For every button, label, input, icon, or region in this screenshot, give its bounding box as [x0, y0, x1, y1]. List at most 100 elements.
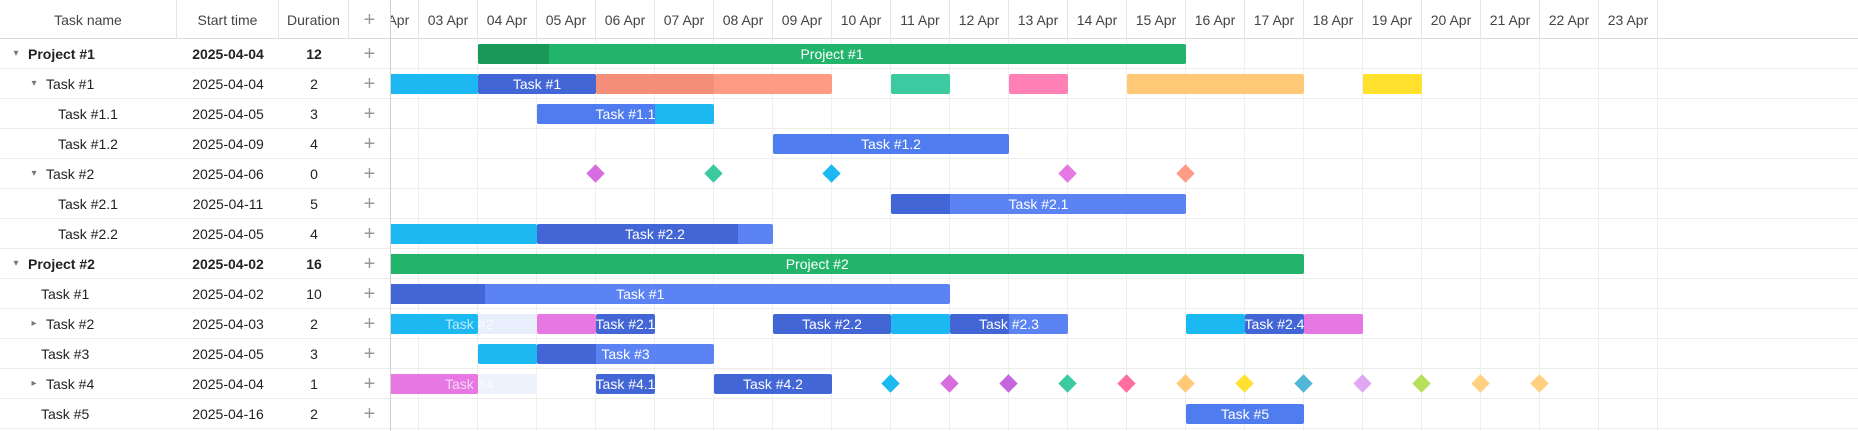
- add-subtask-button[interactable]: +: [349, 129, 390, 158]
- task-name-cell[interactable]: Task #2.2: [0, 219, 177, 248]
- milestone-diamond[interactable]: [881, 374, 900, 393]
- task-name-cell[interactable]: ▾ Project #1: [0, 39, 177, 68]
- task-bar[interactable]: [478, 374, 537, 394]
- milestone-diamond[interactable]: [1412, 374, 1431, 393]
- add-subtask-button[interactable]: +: [349, 219, 390, 248]
- chevron-right-icon[interactable]: ▸: [31, 318, 37, 329]
- task-bar[interactable]: Task #1: [478, 74, 596, 94]
- milestone-diamond[interactable]: [1471, 374, 1490, 393]
- task-bar[interactable]: Task #2.2: [773, 314, 891, 334]
- task-name-cell[interactable]: Task #2.1: [0, 189, 177, 218]
- milestone-diamond[interactable]: [1235, 374, 1254, 393]
- task-bar[interactable]: Task #1.2: [773, 134, 1009, 154]
- task-bar[interactable]: Project #2: [391, 254, 1304, 274]
- column-header-start-time[interactable]: Start time: [177, 0, 279, 39]
- milestone-diamond[interactable]: [1176, 374, 1195, 393]
- milestone-diamond[interactable]: [1058, 164, 1077, 183]
- task-bar[interactable]: [391, 374, 478, 394]
- add-subtask-button[interactable]: +: [349, 69, 390, 98]
- milestone-diamond[interactable]: [1353, 374, 1372, 393]
- start-time-cell[interactable]: 2025-04-05: [192, 105, 264, 122]
- start-time-cell[interactable]: 2025-04-04: [192, 75, 264, 92]
- grid-row[interactable]: ▾ Project #1 2025-04-04 12 +: [0, 39, 390, 69]
- task-bar[interactable]: [1009, 74, 1068, 94]
- grid-row[interactable]: ▾ Task #1 2025-04-04 2 +: [0, 69, 390, 99]
- chevron-down-icon[interactable]: ▾: [13, 258, 19, 269]
- add-subtask-button[interactable]: +: [349, 309, 390, 338]
- task-name-cell[interactable]: ▾ Task #1: [0, 69, 177, 98]
- grid-row[interactable]: ▸ Task #4 2025-04-04 1 +: [0, 369, 390, 399]
- duration-cell[interactable]: 2: [310, 75, 318, 92]
- task-bar[interactable]: Task #4.1: [596, 374, 655, 394]
- add-subtask-button[interactable]: +: [349, 339, 390, 368]
- task-bar[interactable]: Task #2.1: [891, 194, 1186, 214]
- add-subtask-button[interactable]: +: [349, 189, 390, 218]
- chevron-down-icon[interactable]: ▾: [13, 48, 19, 59]
- add-subtask-button[interactable]: +: [349, 249, 390, 278]
- task-name-cell[interactable]: ▾ Task #2: [0, 159, 177, 188]
- add-subtask-button[interactable]: +: [349, 39, 390, 68]
- task-name-cell[interactable]: Task #1.2: [0, 129, 177, 158]
- duration-cell[interactable]: 2: [310, 405, 318, 422]
- task-bar[interactable]: [537, 314, 596, 334]
- start-time-cell[interactable]: 2025-04-11: [192, 195, 264, 212]
- duration-cell[interactable]: 10: [306, 285, 322, 302]
- task-bar[interactable]: [891, 74, 950, 94]
- task-bar[interactable]: Task #3: [537, 344, 714, 364]
- milestone-diamond[interactable]: [999, 374, 1018, 393]
- add-task-header-button[interactable]: +: [349, 0, 390, 39]
- task-name-cell[interactable]: ▸ Task #2: [0, 309, 177, 338]
- chevron-down-icon[interactable]: ▾: [31, 168, 37, 179]
- milestone-diamond[interactable]: [704, 164, 723, 183]
- grid-row[interactable]: Task #3 2025-04-05 3 +: [0, 339, 390, 369]
- milestone-diamond[interactable]: [1058, 374, 1077, 393]
- task-bar[interactable]: [596, 74, 832, 94]
- task-name-cell[interactable]: Task #5: [0, 399, 177, 428]
- duration-cell[interactable]: 5: [310, 195, 318, 212]
- milestone-diamond[interactable]: [1176, 164, 1195, 183]
- duration-cell[interactable]: 3: [310, 105, 318, 122]
- add-subtask-button[interactable]: +: [349, 99, 390, 128]
- grid-row[interactable]: Task #5 2025-04-16 2 +: [0, 399, 390, 429]
- task-bar[interactable]: [1127, 74, 1304, 94]
- duration-cell[interactable]: 2: [310, 315, 318, 332]
- task-bar[interactable]: Task #2.3: [950, 314, 1068, 334]
- chevron-right-icon[interactable]: ▸: [31, 378, 37, 389]
- task-name-cell[interactable]: Task #3: [0, 339, 177, 368]
- milestone-diamond[interactable]: [1530, 374, 1549, 393]
- task-bar[interactable]: [1186, 314, 1245, 334]
- grid-row[interactable]: Task #1.2 2025-04-09 4 +: [0, 129, 390, 159]
- task-bar[interactable]: Task #4.2: [714, 374, 832, 394]
- task-bar[interactable]: [391, 224, 537, 244]
- milestone-diamond[interactable]: [1294, 374, 1313, 393]
- duration-cell[interactable]: 16: [306, 255, 322, 272]
- task-bar[interactable]: [478, 344, 537, 364]
- duration-cell[interactable]: 3: [310, 345, 318, 362]
- task-bar[interactable]: Task #2.2: [537, 224, 773, 244]
- task-bar[interactable]: [478, 314, 537, 334]
- task-bar[interactable]: Project #1: [478, 44, 1186, 64]
- start-time-cell[interactable]: 2025-04-16: [192, 405, 264, 422]
- add-subtask-button[interactable]: +: [349, 279, 390, 308]
- start-time-cell[interactable]: 2025-04-02: [192, 255, 264, 272]
- grid-row[interactable]: Task #2.1 2025-04-11 5 +: [0, 189, 390, 219]
- task-bar[interactable]: [1363, 74, 1422, 94]
- start-time-cell[interactable]: 2025-04-04: [192, 375, 264, 392]
- grid-row[interactable]: Task #1 2025-04-02 10 +: [0, 279, 390, 309]
- task-name-cell[interactable]: ▾ Project #2: [0, 249, 177, 278]
- duration-cell[interactable]: 1: [310, 375, 318, 392]
- add-subtask-button[interactable]: +: [349, 159, 390, 188]
- start-time-cell[interactable]: 2025-04-09: [192, 135, 264, 152]
- grid-row[interactable]: Task #1.1 2025-04-05 3 +: [0, 99, 390, 129]
- duration-cell[interactable]: 4: [310, 135, 318, 152]
- task-bar[interactable]: Task #1.1: [537, 104, 714, 124]
- milestone-diamond[interactable]: [586, 164, 605, 183]
- duration-cell[interactable]: 0: [310, 165, 318, 182]
- grid-row[interactable]: ▾ Project #2 2025-04-02 16 +: [0, 249, 390, 279]
- duration-cell[interactable]: 12: [306, 45, 322, 62]
- start-time-cell[interactable]: 2025-04-06: [192, 165, 264, 182]
- grid-row[interactable]: ▸ Task #2 2025-04-03 2 +: [0, 309, 390, 339]
- start-time-cell[interactable]: 2025-04-02: [192, 285, 264, 302]
- task-bar[interactable]: [891, 314, 950, 334]
